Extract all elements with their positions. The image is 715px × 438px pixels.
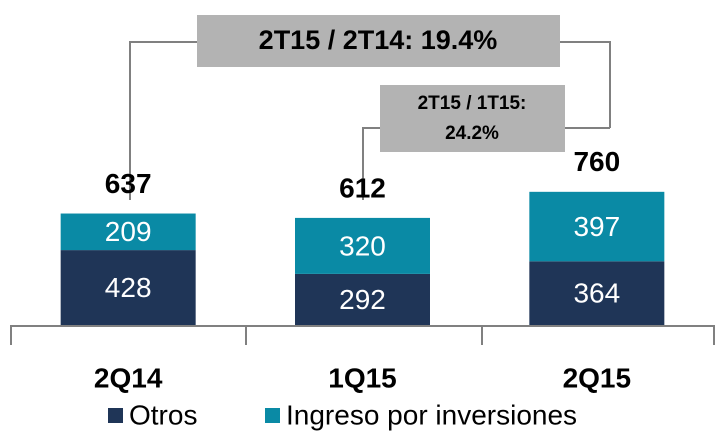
- annotation: 24.2%: [445, 123, 499, 144]
- legend-label: Otros: [129, 399, 197, 430]
- annotation-brackets: [129, 41, 611, 200]
- bar-segment: [529, 261, 665, 325]
- x-axis: [10, 325, 715, 345]
- bracket: [362, 127, 382, 200]
- legend-label: Ingreso por inversiones: [286, 399, 577, 430]
- annotation: 2T15 / 1T15:: [418, 93, 527, 114]
- annotation-box: [380, 85, 565, 152]
- total-label: 637: [105, 168, 152, 199]
- bar-segment: [60, 213, 196, 251]
- legend-swatch: [108, 408, 123, 423]
- x-tick-label: 1Q15: [328, 362, 397, 393]
- x-tick-label: 2Q14: [94, 362, 163, 393]
- data-label: 397: [573, 211, 620, 242]
- total-label: 612: [339, 172, 386, 203]
- annotation-box: [197, 15, 560, 67]
- bar-segment: [295, 217, 430, 274]
- bracket: [560, 41, 611, 128]
- data-label: 364: [573, 278, 620, 309]
- bar-segment: [529, 191, 665, 262]
- x-tick-label: 2Q15: [563, 362, 632, 393]
- annotation: 2T15 / 2T14: 19.4%: [259, 25, 498, 55]
- data-label: 320: [339, 230, 386, 261]
- data-label: 292: [339, 284, 386, 315]
- total-label: 760: [573, 146, 620, 177]
- bar-segment: [60, 250, 196, 325]
- bracket: [129, 41, 200, 200]
- bar-segment: [295, 273, 430, 325]
- legend-swatch: [265, 408, 280, 423]
- data-label: 209: [105, 216, 152, 247]
- data-label: 428: [105, 272, 152, 303]
